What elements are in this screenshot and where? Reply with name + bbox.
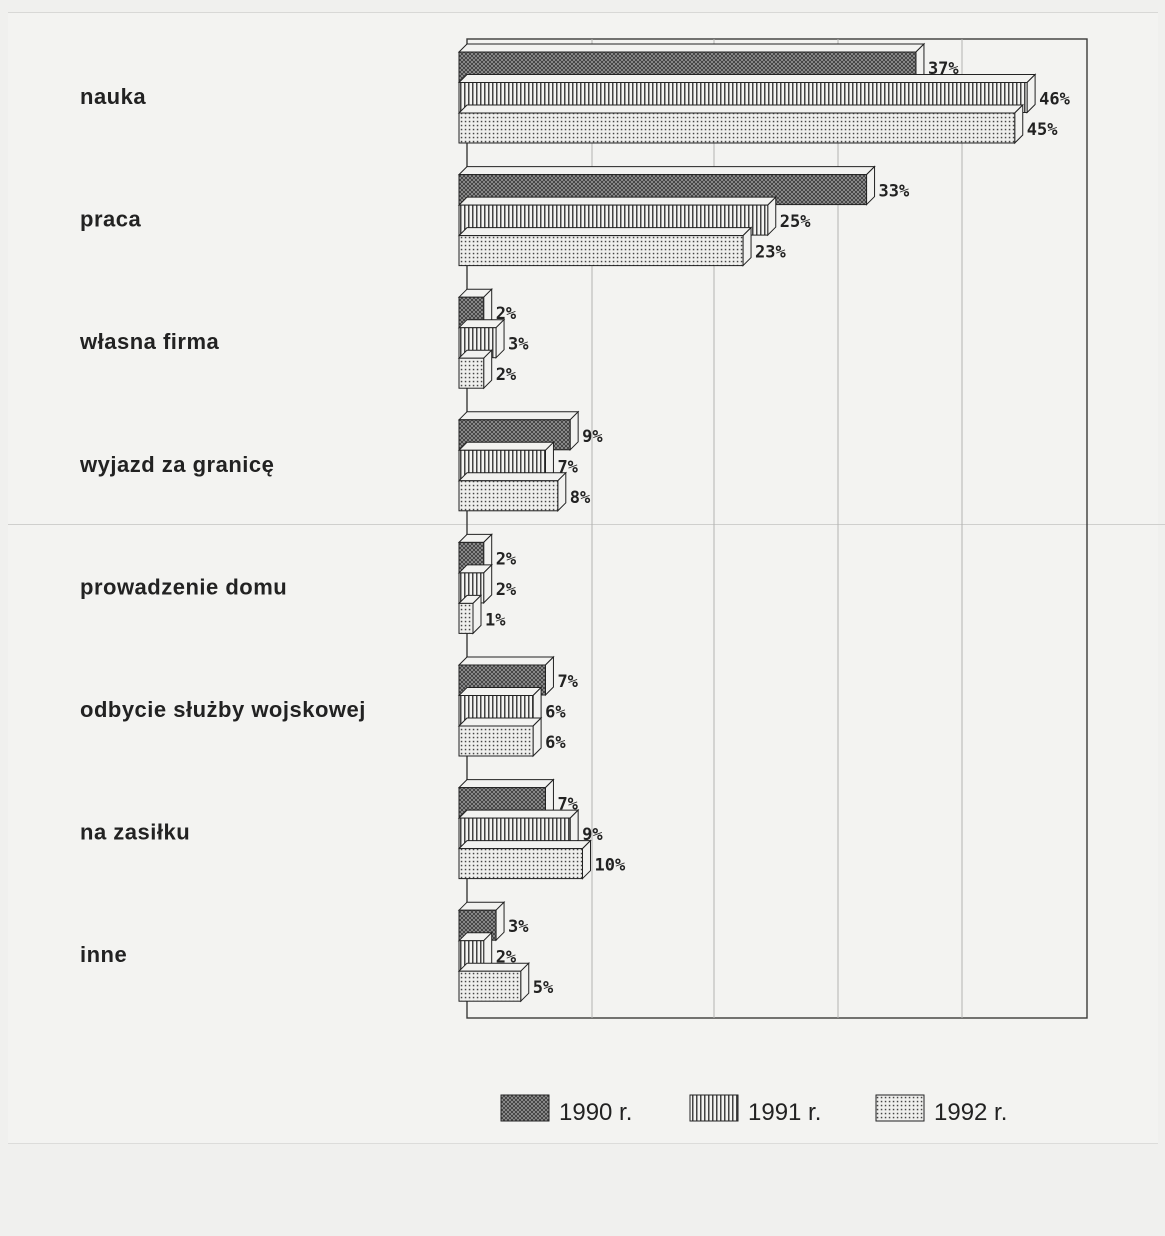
bar-top-face xyxy=(457,43,926,53)
data-label: 8% xyxy=(570,488,591,508)
legend-label: 1990 r. xyxy=(559,1099,632,1126)
category-label: wyjazd za granicę xyxy=(79,452,274,477)
bar-front-face xyxy=(458,725,534,757)
bar-front-face xyxy=(458,112,1016,144)
bar-front-face xyxy=(458,480,559,512)
data-label: 45% xyxy=(1027,120,1058,140)
data-label: 23% xyxy=(755,243,786,263)
bar-front-face xyxy=(458,235,744,267)
data-label: 2% xyxy=(496,580,517,600)
page-fold-line xyxy=(8,524,1165,525)
bar-top-face xyxy=(457,779,555,789)
data-label: 2% xyxy=(496,549,517,569)
bar-front-face xyxy=(458,848,583,880)
bar-top-face xyxy=(457,411,580,421)
bar-top-face xyxy=(457,166,876,176)
bar-front-face xyxy=(458,970,522,1002)
bar-front-face xyxy=(458,357,485,389)
bar-top-face xyxy=(457,687,543,696)
data-label: 46% xyxy=(1039,90,1070,110)
category-label: nauka xyxy=(80,84,146,109)
bar-top-face xyxy=(457,227,753,237)
bar-top-face xyxy=(457,656,555,666)
data-label: 3% xyxy=(508,335,529,355)
legend-swatch xyxy=(500,1094,550,1122)
data-label: 7% xyxy=(557,672,578,692)
bar-top-face xyxy=(457,717,543,727)
category-label: własna firma xyxy=(79,329,220,354)
bar xyxy=(457,103,1024,145)
bar-top-face xyxy=(457,441,555,451)
bar-top-face xyxy=(457,809,580,819)
legend-swatch xyxy=(689,1094,739,1122)
bar xyxy=(457,716,543,758)
data-label: 33% xyxy=(879,182,910,202)
data-label: 25% xyxy=(780,212,811,232)
bar-top-face xyxy=(457,840,592,850)
bar-top-face xyxy=(457,962,530,972)
bar xyxy=(457,348,493,390)
bar-top-face xyxy=(457,74,1037,83)
bar-top-face xyxy=(457,196,777,206)
category-label: prowadzenie domu xyxy=(80,574,287,599)
bar xyxy=(457,226,753,267)
data-label: 9% xyxy=(582,427,603,447)
bar-top-face xyxy=(457,472,568,482)
data-label: 2% xyxy=(496,365,517,385)
data-label: 3% xyxy=(508,917,529,937)
legend-label: 1992 r. xyxy=(934,1099,1007,1126)
bar xyxy=(457,839,592,880)
legend-swatch xyxy=(875,1094,925,1122)
bar-top-face xyxy=(457,104,1024,114)
bar xyxy=(457,594,483,635)
category-label: praca xyxy=(80,207,141,232)
data-label: 6% xyxy=(545,703,566,723)
data-label: 1% xyxy=(485,610,506,630)
bar xyxy=(457,563,493,605)
data-label: 6% xyxy=(545,733,566,753)
bar xyxy=(457,961,530,1003)
legend-label: 1991 r. xyxy=(748,1099,821,1126)
bar xyxy=(457,931,493,972)
category-label: na zasiłku xyxy=(80,820,190,845)
data-label: 5% xyxy=(533,978,554,998)
data-label: 10% xyxy=(595,856,626,876)
plot-frame-border xyxy=(466,38,1088,1019)
bar xyxy=(457,471,568,513)
bar-front-face xyxy=(458,602,474,634)
category-label: inne xyxy=(80,942,127,967)
category-label: odbycie służby wojskowej xyxy=(80,697,366,722)
